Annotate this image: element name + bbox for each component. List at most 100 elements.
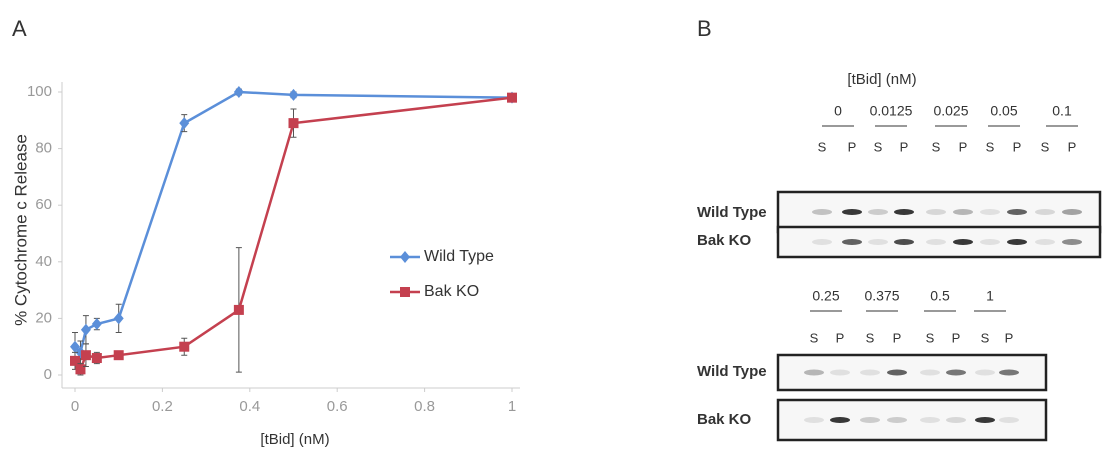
- y-tick-label: 80: [35, 140, 52, 157]
- lane-label: S: [1041, 139, 1050, 154]
- row-label: Wild Type: [697, 363, 767, 380]
- concentration-label: 0.375: [864, 288, 899, 304]
- lane-label: P: [1013, 139, 1022, 154]
- lane-label: S: [981, 330, 990, 345]
- band: [860, 417, 880, 423]
- band: [1007, 209, 1027, 215]
- data-point: [179, 342, 189, 352]
- row-label: Bak KO: [697, 232, 752, 249]
- y-tick-label: 60: [35, 196, 52, 213]
- concentration-label: 0.1: [1052, 103, 1072, 119]
- lane-label: P: [1005, 330, 1014, 345]
- legend-marker: [400, 251, 410, 263]
- data-point: [234, 305, 244, 315]
- x-tick-label: 0.4: [239, 398, 260, 415]
- concentration-label: 1: [986, 288, 994, 304]
- band: [953, 209, 973, 215]
- lane-label: P: [836, 330, 845, 345]
- band: [842, 209, 862, 215]
- concentration-label: 0: [834, 103, 842, 119]
- band: [842, 239, 862, 245]
- band: [894, 239, 914, 245]
- row-label: Wild Type: [697, 204, 767, 221]
- lane-label: P: [952, 330, 961, 345]
- y-tick-label: 40: [35, 253, 52, 270]
- data-point: [75, 364, 85, 374]
- band: [980, 239, 1000, 245]
- band: [975, 417, 995, 423]
- band: [920, 370, 940, 376]
- band: [926, 209, 946, 215]
- lane-label: P: [893, 330, 902, 345]
- lane-label: S: [866, 330, 875, 345]
- lane-label: P: [900, 139, 909, 154]
- data-point: [507, 93, 517, 103]
- data-point: [92, 353, 102, 363]
- x-tick-label: 0: [71, 398, 79, 415]
- band: [926, 239, 946, 245]
- y-tick-label: 20: [35, 309, 52, 326]
- band: [868, 239, 888, 245]
- lane-label: S: [986, 139, 995, 154]
- page: A [tBid] (nM) % Cytochrome c Release B […: [0, 0, 1102, 450]
- lane-label: P: [1068, 139, 1077, 154]
- band: [804, 417, 824, 423]
- data-point: [81, 350, 91, 360]
- lane-label: S: [932, 139, 941, 154]
- band: [980, 209, 1000, 215]
- band: [868, 209, 888, 215]
- concentration-label: 0.5: [930, 288, 950, 304]
- band: [1035, 239, 1055, 245]
- x-tick-label: 0.2: [152, 398, 173, 415]
- band: [894, 209, 914, 215]
- lane-label: P: [959, 139, 968, 154]
- lane-label: S: [874, 139, 883, 154]
- band: [975, 370, 995, 376]
- legend-marker: [400, 287, 410, 297]
- data-point: [114, 350, 124, 360]
- data-point: [114, 312, 124, 324]
- band: [946, 370, 966, 376]
- data-point: [179, 117, 189, 129]
- concentration-label: 0.0125: [870, 103, 913, 119]
- lane-label: S: [926, 330, 935, 345]
- data-point: [234, 86, 244, 98]
- band: [887, 417, 907, 423]
- band: [1035, 209, 1055, 215]
- figure: A [tBid] (nM) % Cytochrome c Release B […: [0, 0, 1102, 450]
- blot-title: [tBid] (nM): [847, 71, 916, 88]
- band: [860, 370, 880, 376]
- band: [1007, 239, 1027, 245]
- band: [830, 417, 850, 423]
- y-tick-label: 100: [27, 83, 52, 100]
- y-tick-label: 0: [44, 366, 52, 383]
- series-line: [75, 98, 512, 370]
- data-point: [289, 118, 299, 128]
- x-tick-label: 0.8: [414, 398, 435, 415]
- band: [812, 239, 832, 245]
- y-axis-label: % Cytochrome c Release: [11, 134, 30, 326]
- band: [812, 209, 832, 215]
- panel-label: B: [697, 16, 712, 41]
- x-tick-label: 0.6: [327, 398, 348, 415]
- x-axis-label: [tBid] (nM): [260, 431, 329, 448]
- lane-label: S: [818, 139, 827, 154]
- data-point: [81, 324, 91, 336]
- legend-label: Wild Type: [424, 248, 494, 265]
- legend-label: Bak KO: [424, 283, 479, 300]
- data-point: [92, 318, 102, 330]
- band: [953, 239, 973, 245]
- band: [920, 417, 940, 423]
- concentration-label: 0.025: [933, 103, 968, 119]
- band: [999, 370, 1019, 376]
- band: [887, 370, 907, 376]
- panel-label: A: [12, 16, 27, 41]
- band: [1062, 239, 1082, 245]
- concentration-label: 0.05: [990, 103, 1017, 119]
- x-tick-label: 1: [508, 398, 516, 415]
- concentration-label: 0.25: [812, 288, 839, 304]
- lane-label: P: [848, 139, 857, 154]
- band: [804, 370, 824, 376]
- band: [1062, 209, 1082, 215]
- band: [946, 417, 966, 423]
